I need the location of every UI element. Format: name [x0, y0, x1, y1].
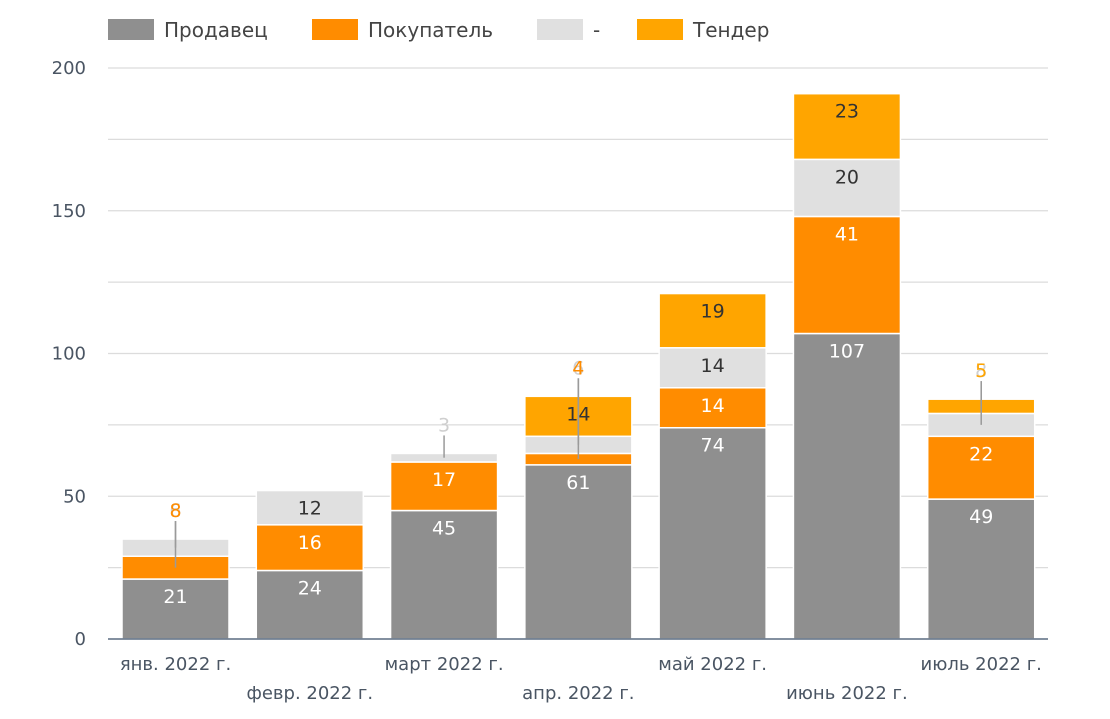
data-label: 6 [169, 500, 181, 522]
data-label: 107 [829, 341, 865, 363]
bar-segment [926, 435, 1036, 500]
bar-segment [255, 489, 365, 526]
bar-segment [792, 92, 902, 161]
bar-segment [792, 215, 902, 335]
data-label: 17 [432, 469, 456, 491]
data-label: 49 [969, 506, 993, 528]
data-label: 16 [298, 532, 322, 554]
legend-swatch-3 [637, 19, 683, 40]
bar-segment [658, 426, 767, 640]
data-label: 14 [701, 355, 725, 377]
bar-segment [389, 509, 499, 640]
bar-segment [255, 524, 365, 572]
bar-segment [658, 347, 767, 389]
y-tick-label: 50 [63, 486, 86, 507]
x-tick-label: янв. 2022 г. [120, 654, 231, 675]
data-label: 23 [835, 101, 859, 123]
legend-label-2: - [593, 18, 600, 42]
legend-swatch-1 [312, 19, 358, 40]
y-tick-label: 100 [52, 344, 86, 365]
data-label: 8 [169, 500, 181, 522]
data-label: 6 [572, 357, 584, 379]
data-label: 74 [701, 435, 725, 457]
x-tick-label: июнь 2022 г. [786, 683, 908, 704]
x-tick-label: июль 2022 г. [921, 654, 1042, 675]
bar-segment [389, 461, 499, 512]
data-label: 14 [701, 395, 725, 417]
data-label: 8 [975, 360, 987, 382]
y-axis: 0 50 100 150 200 [52, 58, 86, 650]
x-tick-label: март 2022 г. [385, 654, 504, 675]
legend: Продавец Покупатель - Тендер [108, 18, 769, 42]
data-label: 21 [163, 586, 187, 608]
legend-label-3: Тендер [692, 18, 769, 42]
y-tick-label: 200 [52, 58, 86, 79]
x-axis: янв. 2022 г. февр. 2022 г. март 2022 г. апр… [108, 638, 1048, 704]
bar-segment [121, 578, 230, 640]
data-label: 3 [438, 414, 450, 436]
data-label: 24 [298, 577, 322, 599]
data-label: 20 [835, 166, 859, 188]
data-label: 61 [566, 472, 590, 494]
bar-segment [255, 569, 365, 640]
legend-label-1: Покупатель [368, 18, 493, 42]
bar-segment [792, 332, 902, 640]
data-label: 41 [835, 223, 859, 245]
x-tick-label: февр. 2022 г. [246, 683, 373, 704]
data-label: 45 [432, 518, 456, 540]
x-tick-label: май 2022 г. [658, 654, 767, 675]
y-tick-label: 0 [75, 629, 86, 650]
data-label: 19 [701, 301, 725, 323]
legend-label-0: Продавец [164, 18, 268, 42]
legend-swatch-2 [537, 19, 583, 40]
data-label: 22 [969, 443, 993, 465]
x-tick-label: апр. 2022 г. [522, 683, 634, 704]
bar-segment [792, 158, 902, 218]
bar-segment [658, 292, 767, 349]
legend-swatch-0 [108, 19, 154, 40]
data-label: 12 [298, 498, 322, 520]
y-tick-label: 150 [52, 201, 86, 222]
data-label: 5 [975, 360, 987, 382]
bar-segment [524, 464, 633, 640]
data-label: 4 [572, 357, 584, 379]
